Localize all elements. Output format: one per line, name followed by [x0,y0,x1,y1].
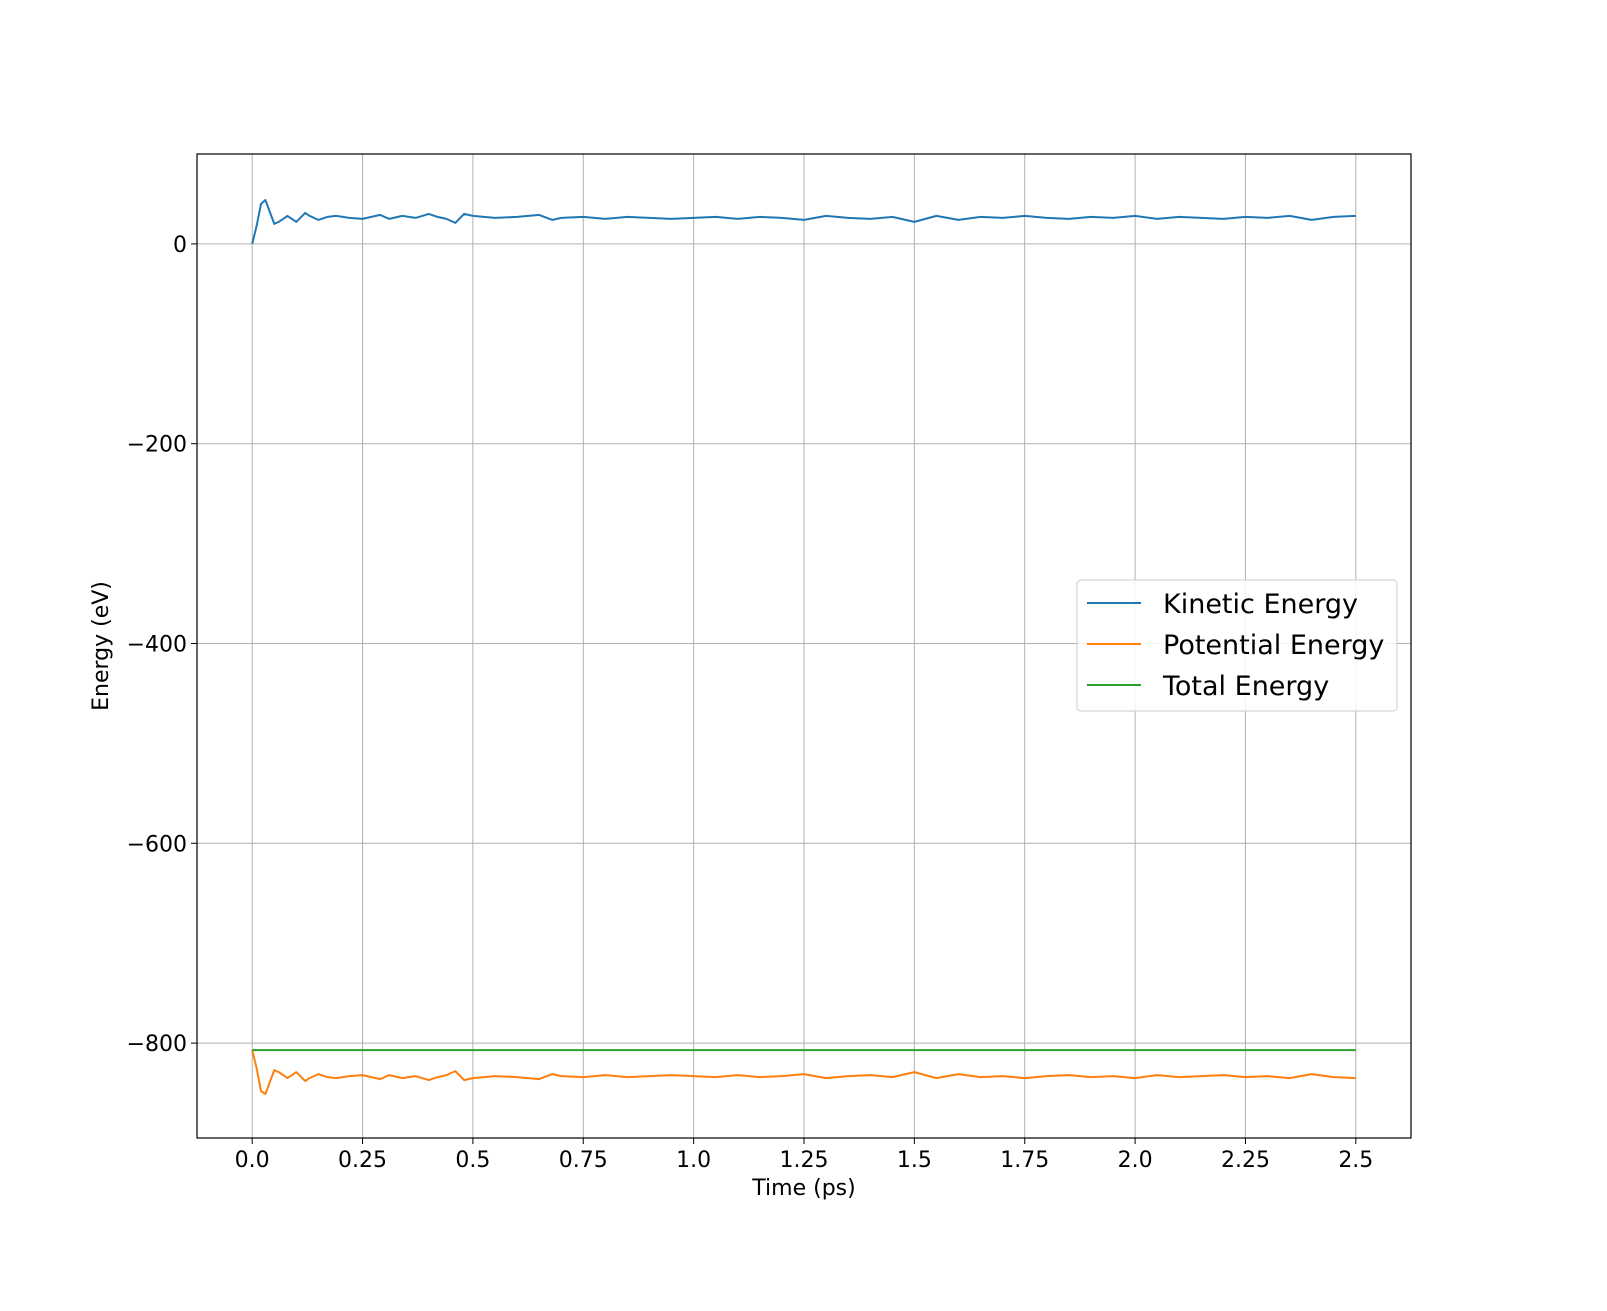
x-axis-ticks: 0.0 0.25 0.5 0.75 1.0 1.25 1.5 1.75 2.0 2.25 2.5 [235,1138,1373,1173]
x-tick-label: 0.75 [559,1148,608,1173]
x-tick-label: 1.0 [676,1148,711,1173]
legend-box [1076,579,1398,712]
y-axis-label: Energy (eV) [89,581,114,711]
x-tick-label: 1.25 [780,1148,829,1173]
legend-label-kinetic-energy: Kinetic Energy [1163,589,1358,620]
series-lines [251,199,1356,1095]
y-tick-label: −800 [127,1032,187,1057]
series-line-potential-energy [251,1049,1356,1095]
y-axis-ticks: 0 −200 −400 −600 −800 [127,233,197,1057]
y-tick-label: −400 [127,633,187,658]
x-tick-label: 1.5 [897,1148,932,1173]
x-tick-label: 0.5 [455,1148,490,1173]
x-axis-label: Time (ps) [751,1176,855,1201]
y-tick-label: −600 [127,832,187,857]
x-tick-label: 2.25 [1221,1148,1270,1173]
x-tick-label: 0.25 [338,1148,387,1173]
x-tick-label: 2.5 [1338,1148,1373,1173]
y-tick-label: 0 [173,233,187,258]
y-tick-label: −200 [127,433,187,458]
x-tick-label: 0.0 [235,1148,270,1173]
legend: Kinetic Energy Potential Energy Total En… [1076,579,1398,712]
x-tick-label: 2.0 [1118,1148,1153,1173]
legend-label-potential-energy: Potential Energy [1163,630,1384,661]
legend-label-total-energy: Total Energy [1162,671,1329,702]
series-line-kinetic-energy [251,199,1356,245]
x-tick-label: 1.75 [1000,1148,1049,1173]
